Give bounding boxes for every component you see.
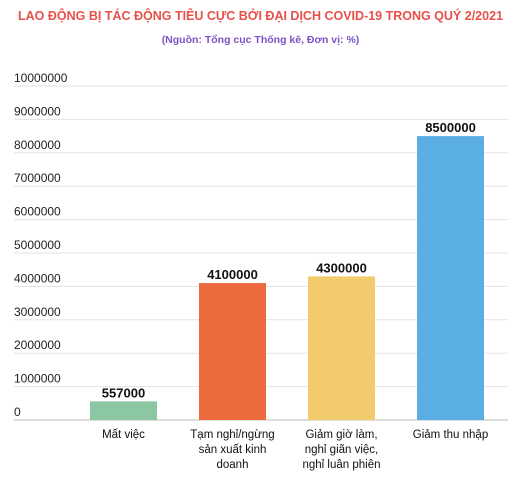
y-tick-label: 8000000 <box>14 138 61 152</box>
bars <box>90 136 484 420</box>
y-tick-label: 9000000 <box>14 104 61 118</box>
x-tick-label: Giảm giờ làm, nghỉ giãn việc, nghỉ luân ph… <box>302 429 380 471</box>
bar <box>417 136 484 420</box>
y-tick-label: 0 <box>14 405 21 419</box>
y-tick-label: 5000000 <box>14 238 61 252</box>
x-axis-labels: Mất việc Tạm nghỉ/ngừng sản xuất kinh doanh… <box>102 429 488 471</box>
y-axis-ticks: 0 1000000 2000000 3000000 4000000 5000000 6000… <box>14 71 68 419</box>
bar <box>308 276 375 420</box>
data-label: 4300000 <box>316 260 367 275</box>
data-label: 4100000 <box>207 267 258 282</box>
y-tick-label: 10000000 <box>14 71 68 85</box>
y-tick-label: 3000000 <box>14 305 61 319</box>
y-tick-label: 6000000 <box>14 205 61 219</box>
x-tick-label: Tạm nghỉ/ngừng sản xuất kinh doanh <box>190 429 274 471</box>
bar <box>90 401 157 420</box>
data-label: 8500000 <box>425 120 476 135</box>
y-tick-label: 2000000 <box>14 338 61 352</box>
data-label: 557000 <box>102 385 145 400</box>
value-labels: 557000 4100000 4300000 8500000 <box>102 120 476 400</box>
y-tick-label: 4000000 <box>14 271 61 285</box>
chart-title: LAO ĐỘNG BỊ TÁC ĐỘNG TIÊU CỰC BỞI ĐẠI DỊ… <box>18 9 503 23</box>
y-tick-label: 1000000 <box>14 372 61 386</box>
x-tick-label: Giảm thu nhập <box>413 429 488 441</box>
x-tick-label: Mất việc <box>102 429 145 441</box>
chart-subtitle: (Nguồn: Tổng cục Thống kê, Đơn vị: %) <box>161 34 360 46</box>
y-tick-label: 7000000 <box>14 171 61 185</box>
bar <box>199 283 266 420</box>
